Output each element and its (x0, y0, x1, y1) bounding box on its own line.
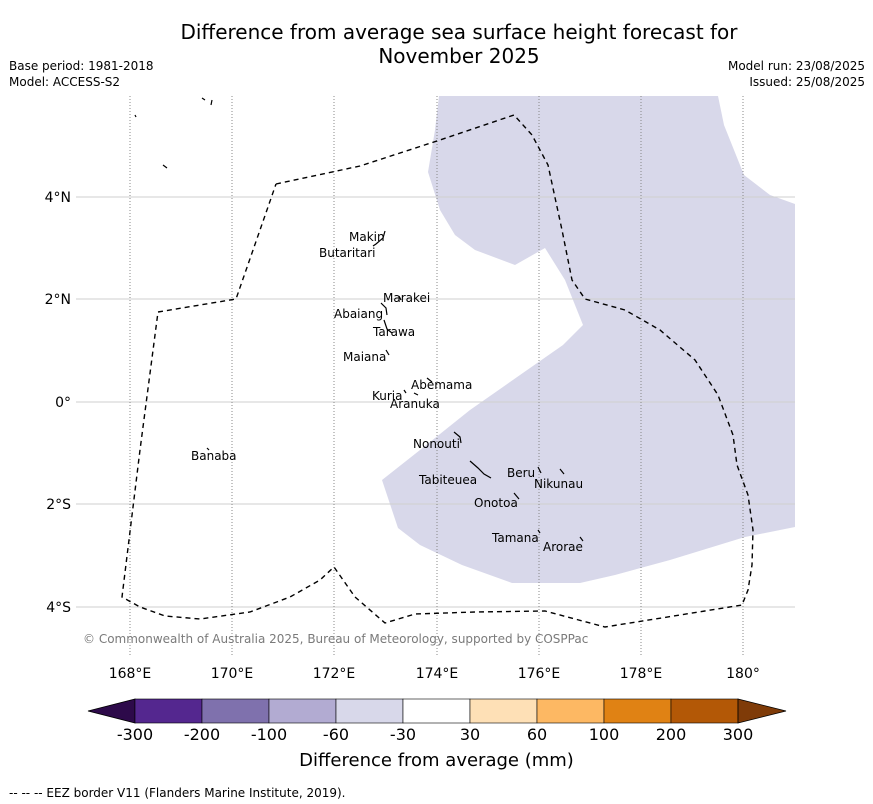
colorbar-tick-label: 300 (723, 725, 754, 744)
base-period: Base period: 1981-2018 (9, 59, 154, 73)
colorbar-tick-label: -30 (390, 725, 416, 744)
lon-label-176e: 176°E (518, 666, 561, 682)
lon-label-180: 180° (726, 666, 760, 682)
island-mark-abemama (426, 377, 433, 383)
colorbar-tick-label: 200 (656, 725, 687, 744)
lat-label-0: 0° (55, 395, 71, 411)
lat-label-2s: 2°S (46, 497, 71, 513)
island-label: Tarawa (372, 325, 415, 339)
island-label: Makin (349, 230, 385, 244)
colorbar-tick-label: 60 (527, 725, 547, 744)
island-mark-abaiang (380, 302, 388, 316)
lat-label-4s: 4°S (46, 600, 71, 616)
colorbar-segment (335, 698, 404, 724)
colorbar-segment (402, 698, 471, 724)
colorbar: -300 -200 -100 -60 -30 30 60 100 200 300 (87, 698, 787, 744)
colorbar-segment (268, 698, 337, 724)
model-name: Model: ACCESS-S2 (9, 75, 121, 89)
model-run: Model run: 23/08/2025 (727, 59, 865, 73)
lat-label-2n: 2°N (45, 292, 71, 308)
island-mark-tabiteuea (469, 460, 492, 479)
lat-label-4n: 4°N (45, 190, 71, 206)
colorbar-segments (87, 698, 787, 724)
colorbar-segment (536, 698, 605, 724)
island-mark-marakei (398, 295, 402, 301)
island-mark-beru (537, 466, 542, 474)
island-label: Kuria (372, 389, 403, 403)
island-label: Beru (507, 466, 535, 480)
island-label: Banaba (191, 449, 237, 463)
lon-label-170e: 170°E (211, 666, 254, 682)
colorbar-tick-label: -200 (184, 725, 220, 744)
colorbar-tick-label: -60 (323, 725, 349, 744)
island-mark-nw2 (134, 114, 168, 169)
island-label: Tabiteuea (418, 473, 477, 487)
colorbar-tick-label: -100 (251, 725, 287, 744)
island-label: Abaiang (334, 307, 383, 321)
island-label: Maiana (343, 350, 386, 364)
anomaly-region (382, 96, 795, 583)
lon-label-174e: 174°E (416, 666, 459, 682)
island-mark-nonouti (453, 431, 462, 444)
island-mark-maiana (385, 349, 390, 356)
colorbar-extend-high (737, 698, 787, 724)
island-labels: Makin Butaritari Marakei Abaiang Tarawa … (191, 230, 583, 554)
island-label: Nonouti (413, 437, 460, 451)
lat-labels: 4°N 2°N 0° 2°S 4°S (45, 190, 72, 616)
lon-labels: 168°E 170°E 172°E 174°E 176°E 178°E 180° (109, 666, 760, 682)
chart-title: Difference from average sea surface heig… (0, 20, 873, 68)
island-mark-tarawa (383, 319, 393, 334)
meta-right: Model run: 23/08/2025 Issued: 25/08/2025 (728, 58, 865, 90)
issued-date: Issued: 25/08/2025 (749, 75, 865, 89)
island-mark-kuria (403, 389, 419, 396)
copyright-notice: © Commonwealth of Australia 2025, Bureau… (83, 632, 589, 646)
island-label: Marakei (383, 291, 430, 305)
colorbar-segment (469, 698, 538, 724)
eez-border-note: -- -- -- EEZ border V11 (Flanders Marine… (9, 786, 346, 800)
island-mark-onotoa (513, 492, 520, 500)
colorbar-tick-label: 30 (460, 725, 480, 744)
title-line-2: November 2025 (378, 44, 540, 68)
island-mark-banaba (206, 447, 210, 451)
grid (76, 96, 795, 655)
island-mark-arorae (579, 536, 584, 542)
map-panel: Makin Butaritari Marakei Abaiang Tarawa … (45, 96, 795, 682)
lon-label-178e: 178°E (620, 666, 663, 682)
lon-label-172e: 172°E (313, 666, 356, 682)
lon-label-168e: 168°E (109, 666, 152, 682)
island-mark-tamana (537, 529, 541, 534)
colorbar-tick-label: 100 (589, 725, 620, 744)
island-label: Aranuka (390, 397, 440, 411)
colorbar-ticks: -300 -200 -100 -60 -30 30 60 100 200 300 (117, 725, 753, 744)
island-mark-makin (372, 230, 386, 247)
title-line-1: Difference from average sea surface heig… (180, 20, 738, 44)
island-mark-nikunau (559, 468, 565, 475)
island-label: Arorae (543, 540, 583, 554)
island-label: Abemama (411, 378, 472, 392)
island-label: Onotoa (474, 496, 518, 510)
colorbar-segment (201, 698, 270, 724)
island-shapes (134, 97, 584, 542)
colorbar-extend-low (87, 698, 136, 724)
colorbar-label: Difference from average (mm) (299, 750, 574, 771)
island-label: Nikunau (534, 477, 583, 491)
meta-left: Base period: 1981-2018 Model: ACCESS-S2 (9, 58, 154, 90)
colorbar-segment (603, 698, 672, 724)
colorbar-segment (134, 698, 203, 724)
colorbar-segment (670, 698, 739, 724)
eez-border (121, 114, 754, 628)
island-mark-nw1 (201, 97, 213, 106)
island-label: Butaritari (319, 246, 376, 260)
island-label: Tamana (491, 531, 539, 545)
colorbar-tick-label: -300 (117, 725, 153, 744)
